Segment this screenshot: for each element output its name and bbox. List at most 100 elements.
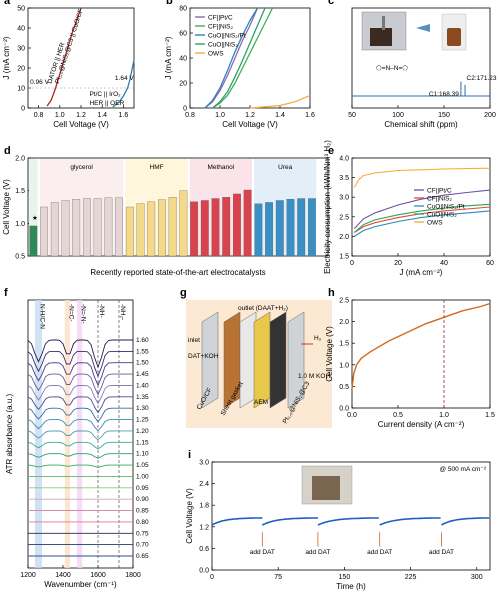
legend-label: CF||Pt/C	[427, 188, 452, 195]
spectrum-line	[27, 350, 133, 378]
annotation: HER || OER	[89, 100, 124, 107]
spectrum-line	[27, 373, 133, 396]
voltage-label: 1.40	[136, 382, 149, 389]
y-tick-label: 1.8	[199, 503, 209, 510]
spectrum-line	[27, 385, 133, 405]
peak-label: C2:171.23	[467, 75, 497, 82]
h2-label: H₂	[314, 335, 322, 342]
spectrum-line	[27, 441, 133, 450]
series-line	[353, 203, 491, 233]
feed-label: DAT+KOH	[188, 353, 219, 360]
bar	[211, 198, 220, 257]
y-tick-label: 0.0	[339, 406, 349, 413]
panel-label: c	[328, 0, 334, 7]
bar	[233, 193, 241, 257]
voltage-label: 0.95	[136, 485, 149, 492]
x-tick-label: 150	[339, 574, 351, 581]
cell-layer	[269, 311, 287, 409]
x-tick-label: 1.6	[119, 112, 129, 119]
x-tick-label: 0.5	[393, 412, 403, 419]
bar	[147, 201, 156, 257]
y-tick-label: 80	[179, 6, 187, 13]
y-tick-label: 50	[17, 6, 25, 13]
bar	[200, 200, 209, 257]
cell-layer	[253, 311, 271, 409]
bar	[40, 206, 48, 257]
x-tick-label: 1.0	[215, 112, 225, 119]
x-tick-label: 50	[348, 112, 356, 119]
legend-label: OWS	[208, 51, 224, 58]
voltage-label: 1.25	[136, 417, 149, 424]
group-label: HMF	[150, 164, 164, 171]
panel-label: f	[4, 287, 8, 299]
bar	[136, 203, 145, 257]
y-axis-label: Electricity consumption (kWh/Nm³ H₂)	[323, 140, 332, 274]
x-tick-label: 1200	[20, 572, 36, 579]
bar	[72, 199, 81, 257]
bar	[297, 198, 306, 257]
x-tick-label: 1800	[125, 572, 141, 579]
panel-label: i	[188, 449, 191, 461]
legend-label: CuO||NiS₂	[427, 212, 457, 219]
group-background	[29, 159, 38, 255]
legend-label: CF||Pt/C	[208, 15, 233, 22]
bar	[243, 189, 252, 257]
ir-band	[64, 300, 70, 568]
y-tick-label: 3.0	[199, 460, 209, 467]
event-label: add DAT	[429, 549, 454, 556]
y-tick-label: 3.5	[339, 175, 349, 182]
bar	[286, 199, 295, 257]
x-tick-label: 1600	[90, 572, 106, 579]
legend-label: CuO||NiS₂/Pt	[427, 204, 465, 211]
x-tick-label: 1400	[55, 572, 71, 579]
voltage-label: 0.85	[136, 508, 149, 515]
series-line	[46, 7, 82, 107]
bar	[179, 190, 188, 257]
x-tick-label: 0.8	[34, 112, 44, 119]
spectrum-line	[27, 396, 133, 414]
x-tick-label: 60	[486, 260, 494, 267]
y-axis-label: ATR absorbance (a.u.)	[5, 394, 14, 475]
panel-label: d	[4, 145, 11, 157]
device-photo-inset	[301, 465, 353, 505]
annotation: Pt/C || IrO₂	[89, 91, 121, 98]
bar	[50, 202, 59, 257]
plot-frame	[351, 157, 491, 257]
plot-frame	[351, 299, 491, 409]
y-tick-label: 20	[17, 66, 25, 73]
band-label: -N=C-	[67, 304, 74, 322]
y-tick-label: 40	[179, 56, 187, 63]
panel-c: c 50 100 150 200 Chemical shift (ppm) C1:168.3…	[328, 0, 497, 129]
bar	[168, 197, 177, 257]
voltage-label: 1.00	[136, 473, 149, 480]
y-tick-label: 0	[21, 106, 25, 113]
spectrum-line	[27, 430, 133, 441]
x-axis-label: J (mA cm⁻²)	[400, 268, 443, 277]
electrolyte-label: 1.0 M KOH	[298, 373, 330, 380]
event-label: add DAT	[250, 549, 275, 556]
voltage-trace	[441, 517, 490, 526]
series-line	[354, 210, 491, 237]
y-axis-label: Cell Voltage (V)	[185, 488, 194, 544]
x-tick-label: 1.2	[245, 112, 255, 119]
x-tick-label: 100	[392, 112, 404, 119]
legend-label: OWS	[427, 220, 443, 227]
series-line	[353, 167, 491, 188]
y-tick-label: 1.2	[199, 524, 209, 531]
peak-label: C1:168.39	[429, 91, 459, 98]
event-label: add DAT	[305, 549, 330, 556]
panel-b: b 0.8 1.0 1.2 1.4 1.6 0 20 40 60 80 Cell Voltage (V…	[164, 0, 315, 129]
bar	[125, 206, 134, 257]
spectrum-line	[27, 362, 133, 387]
voltage-label: 1.10	[136, 451, 149, 458]
y-tick-label: 2.0	[339, 319, 349, 326]
y-tick-label: 0.5	[15, 254, 25, 261]
voltage-label: 1.45	[136, 371, 149, 378]
panel-label: g	[180, 287, 187, 299]
y-tick-label: 2.5	[339, 298, 349, 305]
plot-frame	[351, 7, 491, 109]
y-tick-label: 60	[179, 31, 187, 38]
panel-label: b	[166, 0, 173, 7]
